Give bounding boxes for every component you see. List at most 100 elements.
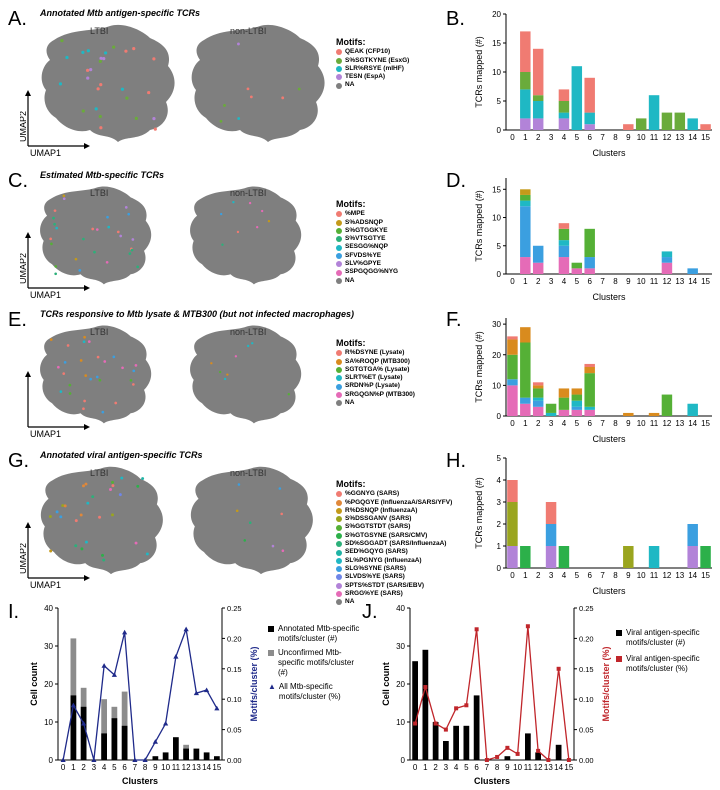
line-point [443, 727, 448, 732]
x-tick-label: 11 [650, 571, 659, 580]
legend-item: NA [336, 399, 415, 407]
bar-segment [661, 251, 673, 258]
motif-point [128, 252, 132, 255]
legend-label: SA%ROQP (MTB300) [345, 357, 410, 365]
x-tick-label: 10 [637, 133, 646, 142]
motif-point [145, 552, 149, 556]
y-axis-title: Cell count [381, 662, 391, 706]
bar-segment [507, 480, 518, 502]
bar-segment [648, 412, 660, 416]
bar-segment [661, 394, 673, 416]
y-tick-label: 10 [44, 718, 53, 727]
arrow-right-icon [84, 285, 90, 291]
x-tick-label: 3 [549, 419, 554, 428]
y2-axis-title: Motifs/cluster (%) [601, 646, 611, 721]
motif-point [232, 200, 235, 204]
x-tick-label: 9 [626, 419, 631, 428]
bar-count [555, 744, 562, 760]
legend-label: SD%SGGADT (SARS/InfluenzaA) [345, 540, 447, 548]
motif-point [91, 227, 95, 231]
x-tick-label: 15 [701, 419, 710, 428]
bar-segment [558, 89, 570, 101]
legend-dot-icon [336, 277, 342, 284]
motif-point [87, 340, 91, 343]
x-tick-label: 10 [513, 763, 522, 772]
legend-label: QEAK (CFP10) [345, 48, 391, 56]
motif-point [101, 553, 104, 557]
motif-point [82, 237, 85, 241]
motif-point [62, 197, 66, 201]
bar-segment [520, 189, 531, 195]
x-tick-label: 14 [688, 419, 697, 428]
bar-count [453, 725, 459, 760]
bar-segment [545, 524, 557, 546]
line-point [91, 757, 97, 762]
x-tick-label: 12 [662, 133, 671, 142]
bar-segment [532, 400, 544, 407]
x-tick-label: 13 [192, 763, 201, 772]
y-tick-label: 10 [396, 718, 405, 727]
motif-point [130, 248, 134, 252]
legend-dot-icon [336, 566, 342, 573]
legend-item: %MPE [336, 210, 398, 218]
y-axis-title: Cell count [29, 662, 39, 706]
panel-label-b: B. [446, 8, 465, 30]
x-tick-label: 0 [510, 571, 515, 580]
motif-point [223, 377, 227, 381]
legend-label: SRGQGN%P (MTB300) [345, 390, 415, 398]
legend-text-unconfirmed: Unconfirmed Mtb-specific motifs/cluster … [278, 648, 355, 677]
legend-label: SLG%SYNE (SARS) [345, 564, 407, 572]
motif-point [78, 269, 82, 272]
motif-point [53, 222, 56, 226]
legend-label: NA [345, 399, 355, 407]
motif-point [83, 335, 86, 339]
legend-label: NA [345, 276, 355, 284]
legend-dot-icon [336, 244, 342, 251]
bar-segment [520, 342, 531, 398]
y2-tick-label: 0.25 [227, 604, 242, 613]
motif-point [62, 194, 66, 198]
motif-point [111, 484, 115, 488]
legend-row-viral-pct: Viral antigen-specific motifs/cluster (%… [616, 654, 716, 674]
line-point [142, 757, 148, 762]
x-tick-label: 3 [549, 571, 554, 580]
bar-count [121, 725, 128, 760]
motif-point [95, 375, 99, 379]
bar-count [80, 706, 87, 760]
y-axis-title: TCRs mapped (#) [474, 477, 484, 549]
legend-item: SGTGTGA% (Lysate) [336, 366, 415, 374]
legend-label: S%DSSGANV (SARS) [345, 515, 412, 523]
legend-item: SA%ROQP (MTB300) [336, 358, 415, 366]
x-tick-label: 14 [688, 277, 697, 286]
legend-dot-icon [336, 499, 342, 506]
bar-count [193, 748, 200, 760]
x-tick-label: 6 [587, 419, 592, 428]
line-point [505, 745, 510, 750]
bar-segment [520, 200, 531, 207]
x-tick-label: 15 [564, 763, 573, 772]
line-point [423, 685, 428, 690]
bar-segment [558, 257, 570, 274]
motif-point [132, 369, 136, 373]
legend-text-viral-count: Viral antigen-specific motifs/cluster (#… [626, 628, 700, 647]
line-point [60, 757, 66, 762]
motif-point [210, 362, 213, 365]
legend-title: Motifs: [336, 479, 366, 489]
bar-count [162, 752, 169, 760]
motif-point [271, 544, 275, 548]
x-tick-label: 12 [662, 571, 671, 580]
bar-count [101, 733, 107, 760]
legend-item: S%DSSGANV (SARS) [336, 515, 452, 523]
x-tick-label: 2 [536, 419, 541, 428]
legend-label: S%GTGSYNE (SARS/CMV) [345, 531, 428, 539]
bar-segment [507, 385, 518, 416]
x-tick-label: 9 [153, 763, 158, 772]
bar-count [203, 752, 210, 760]
umap-cloud-non-ltbi [190, 466, 313, 575]
motif-point [103, 360, 107, 363]
legend-dot-icon [336, 491, 342, 498]
x-tick-label: 8 [613, 277, 618, 286]
line-point [433, 721, 438, 726]
motif-point [129, 378, 133, 382]
legend-dot-icon [336, 57, 342, 64]
